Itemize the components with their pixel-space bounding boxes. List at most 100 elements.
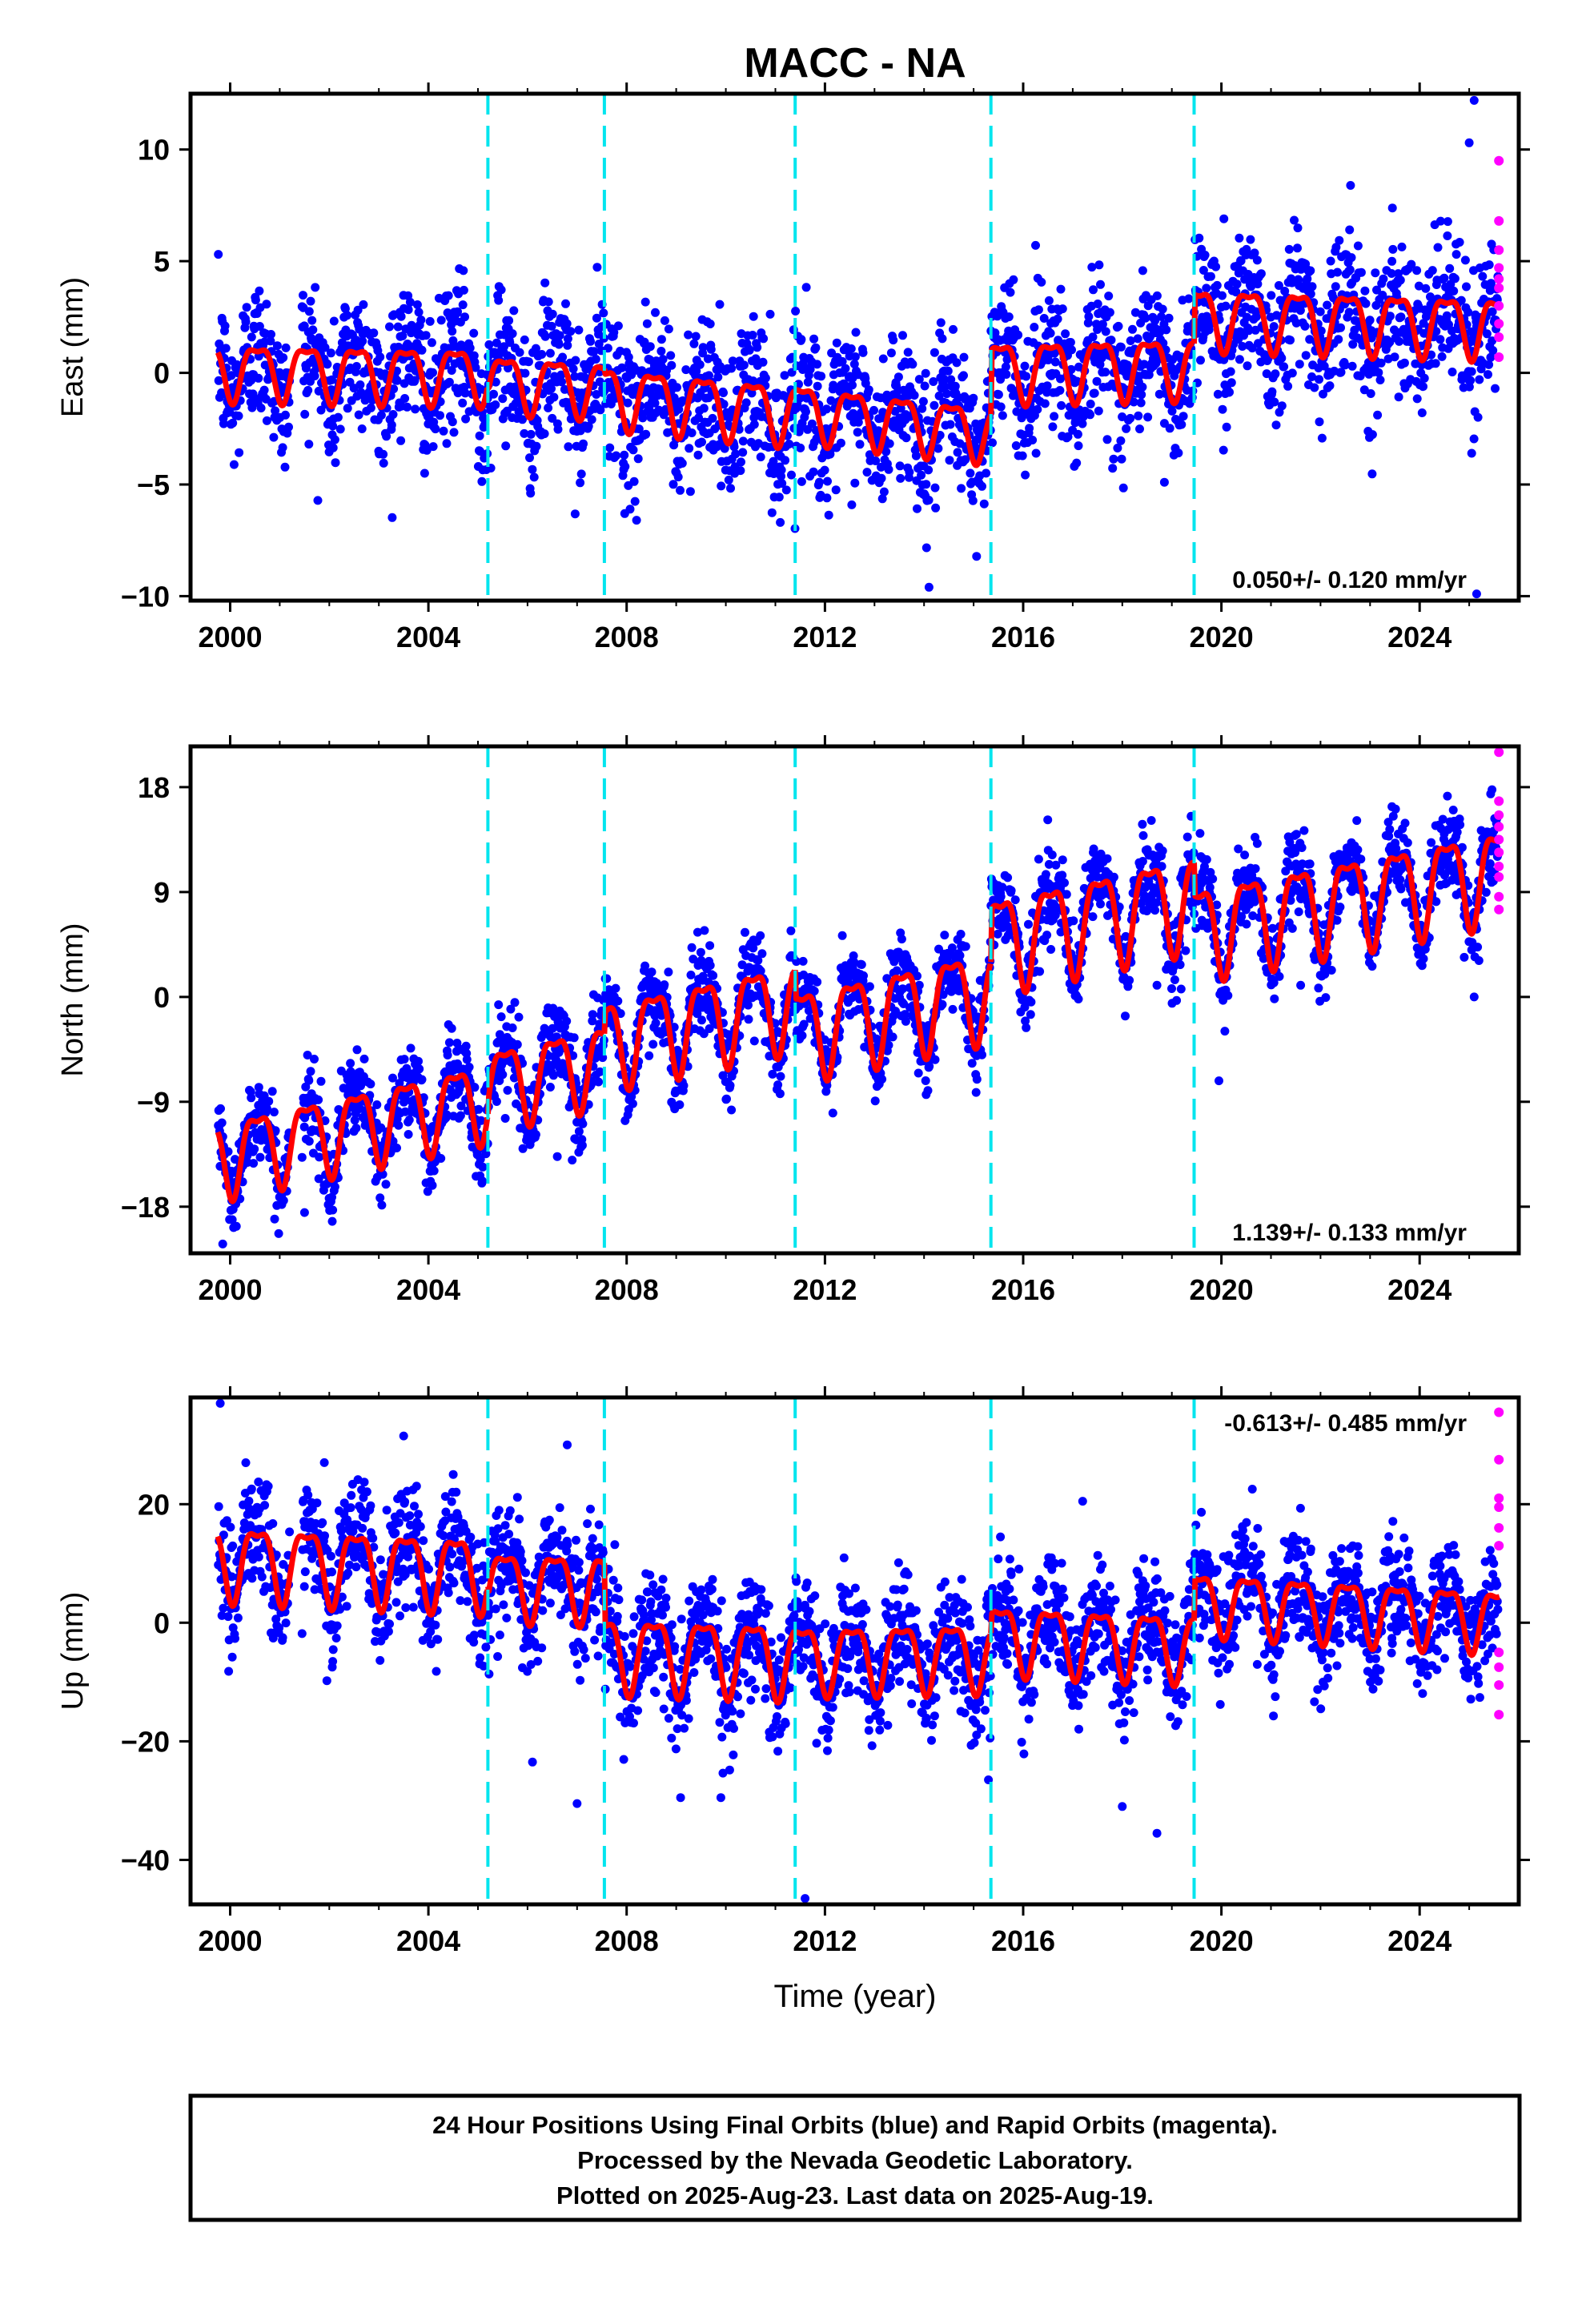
east-final-point: [1442, 311, 1452, 320]
east-final-point: [1218, 404, 1227, 414]
east-final-point: [969, 393, 978, 403]
east-final-point: [715, 300, 725, 309]
east-final-point: [738, 436, 748, 446]
north-final-point: [891, 1007, 900, 1016]
east-final-point: [1006, 287, 1015, 297]
east-final-point: [568, 364, 578, 374]
east-final-point: [957, 484, 966, 493]
north-final-point: [913, 971, 921, 981]
east-final-point: [428, 368, 437, 377]
east-final-point: [1460, 255, 1470, 265]
north-final-point: [304, 1136, 314, 1146]
east-final-point: [817, 372, 826, 381]
east-final-point: [576, 469, 586, 479]
east-final-point: [436, 411, 444, 420]
north-final-point: [377, 1200, 387, 1210]
east-final-point: [251, 296, 260, 305]
east-final-point: [387, 420, 396, 430]
east-final-point: [1395, 336, 1404, 346]
east-final-point: [247, 403, 257, 412]
east-final-point: [412, 300, 422, 309]
east-final-point: [354, 410, 363, 420]
east-final-point: [1344, 308, 1354, 317]
east-outlier-point: [1219, 214, 1229, 223]
east-rapid-point: [1494, 283, 1504, 293]
east-final-point: [1031, 240, 1040, 250]
east-final-point: [1419, 373, 1429, 383]
east-final-point: [1336, 368, 1346, 377]
east-final-point: [591, 355, 600, 364]
east-final-point: [1419, 382, 1427, 392]
east-final-point: [759, 334, 769, 344]
east-final-point: [267, 330, 275, 339]
east-final-point: [1061, 329, 1070, 339]
east-final-point: [1177, 420, 1186, 429]
east-final-point: [357, 424, 367, 433]
east-final-point: [1152, 291, 1162, 300]
east-final-point: [605, 443, 615, 452]
north-final-point: [366, 1080, 375, 1089]
east-final-point: [1447, 368, 1457, 376]
east-final-point: [570, 372, 580, 381]
east-final-point: [465, 344, 475, 352]
east-final-point: [1431, 359, 1440, 368]
east-final-point: [650, 398, 660, 408]
east-plot-area: [214, 94, 1504, 601]
north-final-point: [415, 1064, 424, 1074]
north-final-point: [372, 1100, 382, 1109]
north-final-point: [476, 1116, 486, 1125]
east-final-point: [369, 328, 379, 338]
north-final-point: [477, 1176, 487, 1186]
east-final-point: [266, 336, 275, 346]
east-final-point: [1305, 335, 1315, 344]
east-final-point: [532, 441, 541, 451]
east-final-point: [417, 345, 427, 355]
east-final-point: [642, 319, 652, 328]
east-final-point: [555, 331, 564, 340]
east-final-point: [1021, 470, 1030, 480]
east-final-point: [651, 308, 660, 317]
east-final-point: [1388, 244, 1398, 254]
north-final-point: [809, 987, 819, 995]
north-final-point: [376, 1123, 386, 1132]
east-final-point: [221, 344, 231, 353]
east-final-point: [1196, 356, 1205, 365]
north-final-point: [660, 980, 669, 990]
east-final-point: [494, 296, 504, 305]
north-final-point: [1109, 872, 1118, 882]
east-final-point: [1303, 274, 1312, 283]
east-final-point: [1056, 284, 1066, 294]
north-final-point: [799, 1019, 809, 1029]
east-final-point: [587, 415, 596, 424]
east-final-point: [508, 329, 517, 339]
north-final-point: [404, 1115, 414, 1124]
north-final-point: [828, 1108, 837, 1118]
north-final-point: [254, 1083, 263, 1092]
east-final-point: [719, 400, 729, 409]
north-final-point: [884, 1040, 893, 1050]
east-final-point: [658, 355, 668, 364]
north-final-point: [1024, 919, 1033, 929]
north-final-point: [496, 1012, 506, 1022]
east-final-point: [617, 363, 627, 372]
east-final-point: [358, 336, 367, 346]
east-final-point: [579, 439, 588, 448]
east-final-point: [1122, 424, 1131, 433]
east-final-point: [998, 411, 1007, 420]
east-final-point: [678, 396, 688, 405]
east-final-point: [1022, 372, 1031, 381]
east-final-point: [931, 503, 941, 513]
east-final-point: [731, 449, 741, 459]
east-final-point: [436, 316, 446, 325]
north-final-point: [892, 966, 901, 975]
east-outlier-point: [1159, 477, 1169, 487]
east-final-point: [1277, 401, 1287, 411]
east-final-point: [1078, 419, 1087, 428]
north-final-point: [1121, 931, 1130, 941]
east-final-point: [821, 404, 831, 414]
east-final-point: [847, 500, 857, 509]
east-final-point: [669, 480, 678, 489]
north-final-point: [264, 1096, 274, 1106]
east-final-point: [492, 338, 501, 348]
north-final-point: [304, 1076, 314, 1085]
